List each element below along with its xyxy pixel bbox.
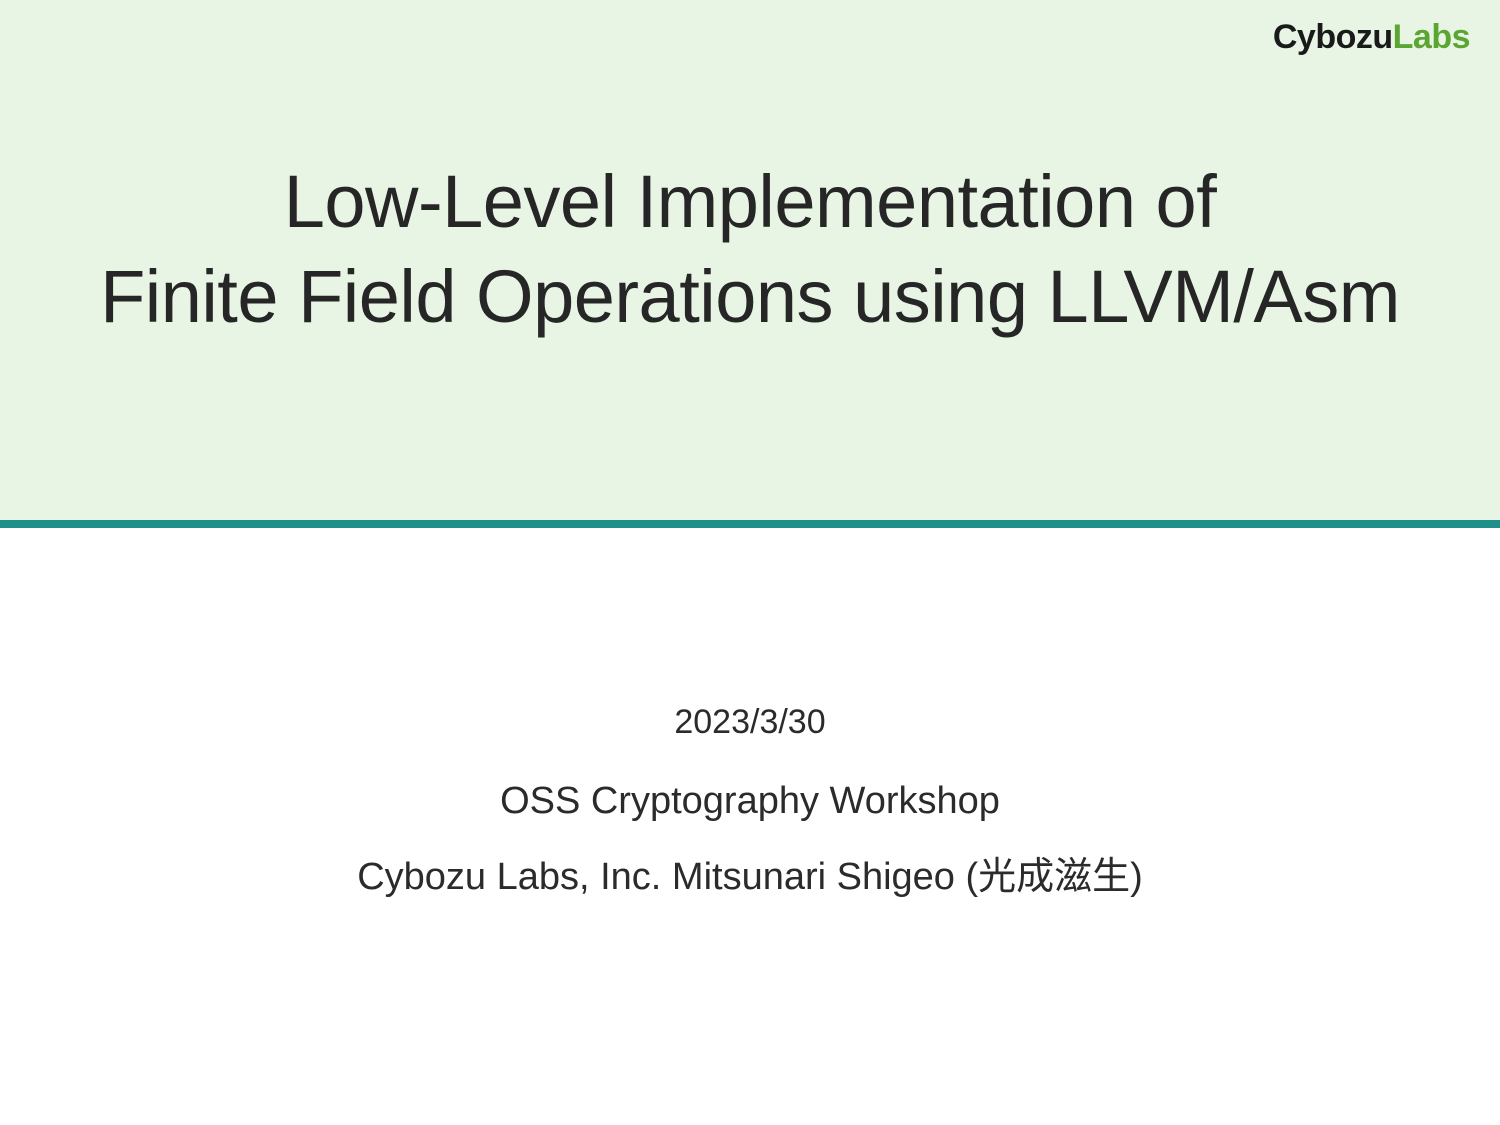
title-region: CybozuLabs Low-Level Implementation of F… [0, 0, 1500, 520]
horizontal-divider [0, 520, 1500, 528]
company-logo: CybozuLabs [1273, 18, 1470, 57]
logo-text-cybozu: Cybozu [1273, 18, 1393, 56]
workshop-name: OSS Cryptography Workshop [0, 780, 1500, 823]
presentation-date: 2023/3/30 [0, 703, 1500, 742]
title-line-1: Low-Level Implementation of [0, 155, 1500, 250]
title-line-2: Finite Field Operations using LLVM/Asm [0, 250, 1500, 345]
slide-container: CybozuLabs Low-Level Implementation of F… [0, 0, 1500, 1125]
title-block: Low-Level Implementation of Finite Field… [0, 155, 1500, 344]
info-region: 2023/3/30 OSS Cryptography Workshop Cybo… [0, 528, 1500, 900]
author-affiliation: Cybozu Labs, Inc. Mitsunari Shigeo (光成滋生… [0, 845, 1500, 900]
logo-text-labs: Labs [1393, 18, 1470, 56]
